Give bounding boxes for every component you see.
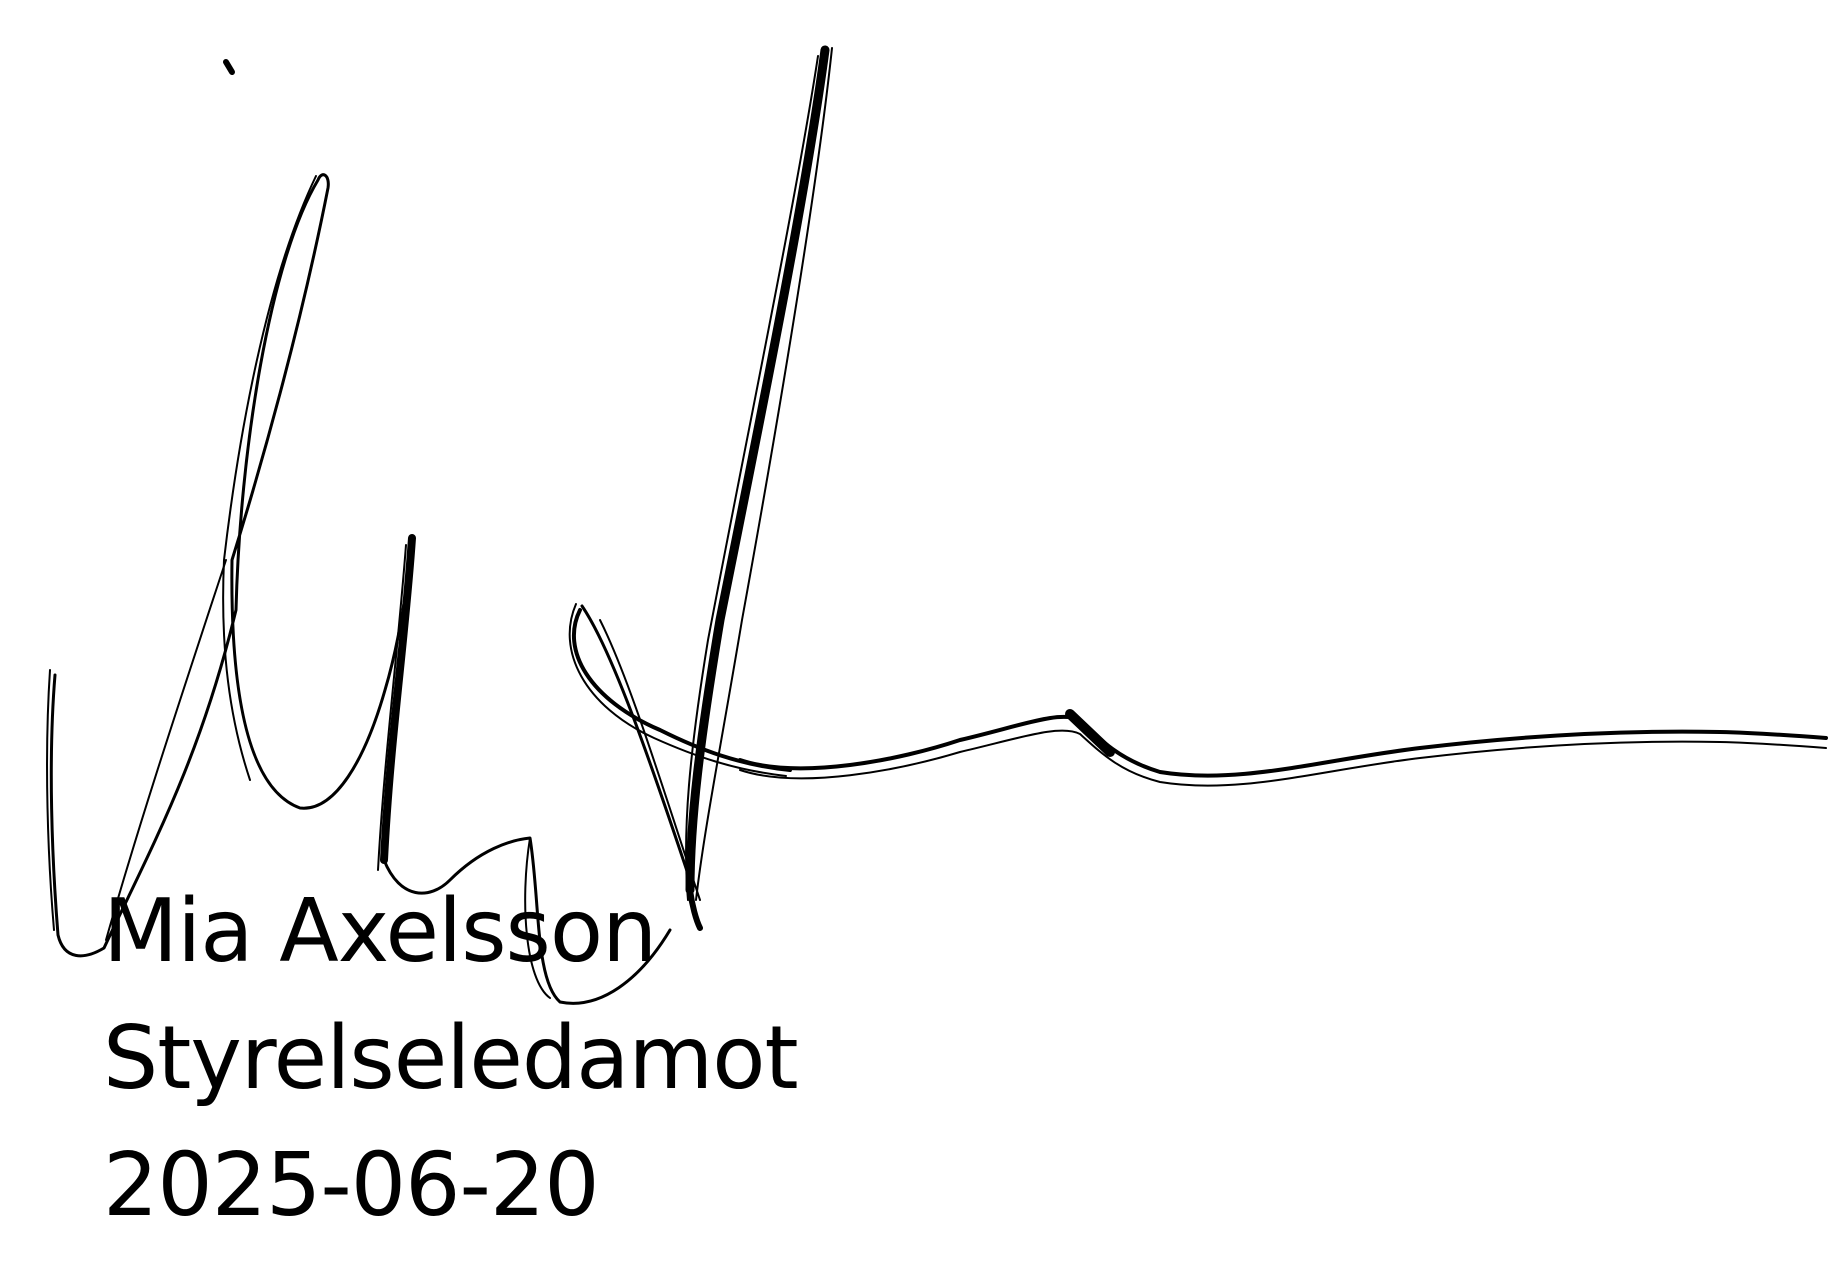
signature-block: Mia Axelsson Styrelseledamot 2025-06-20	[103, 868, 1003, 1249]
signatory-name: Mia Axelsson	[103, 880, 657, 982]
signatory-title: Styrelseledamot	[103, 1007, 799, 1109]
signature-date: 2025-06-20	[103, 1134, 600, 1236]
